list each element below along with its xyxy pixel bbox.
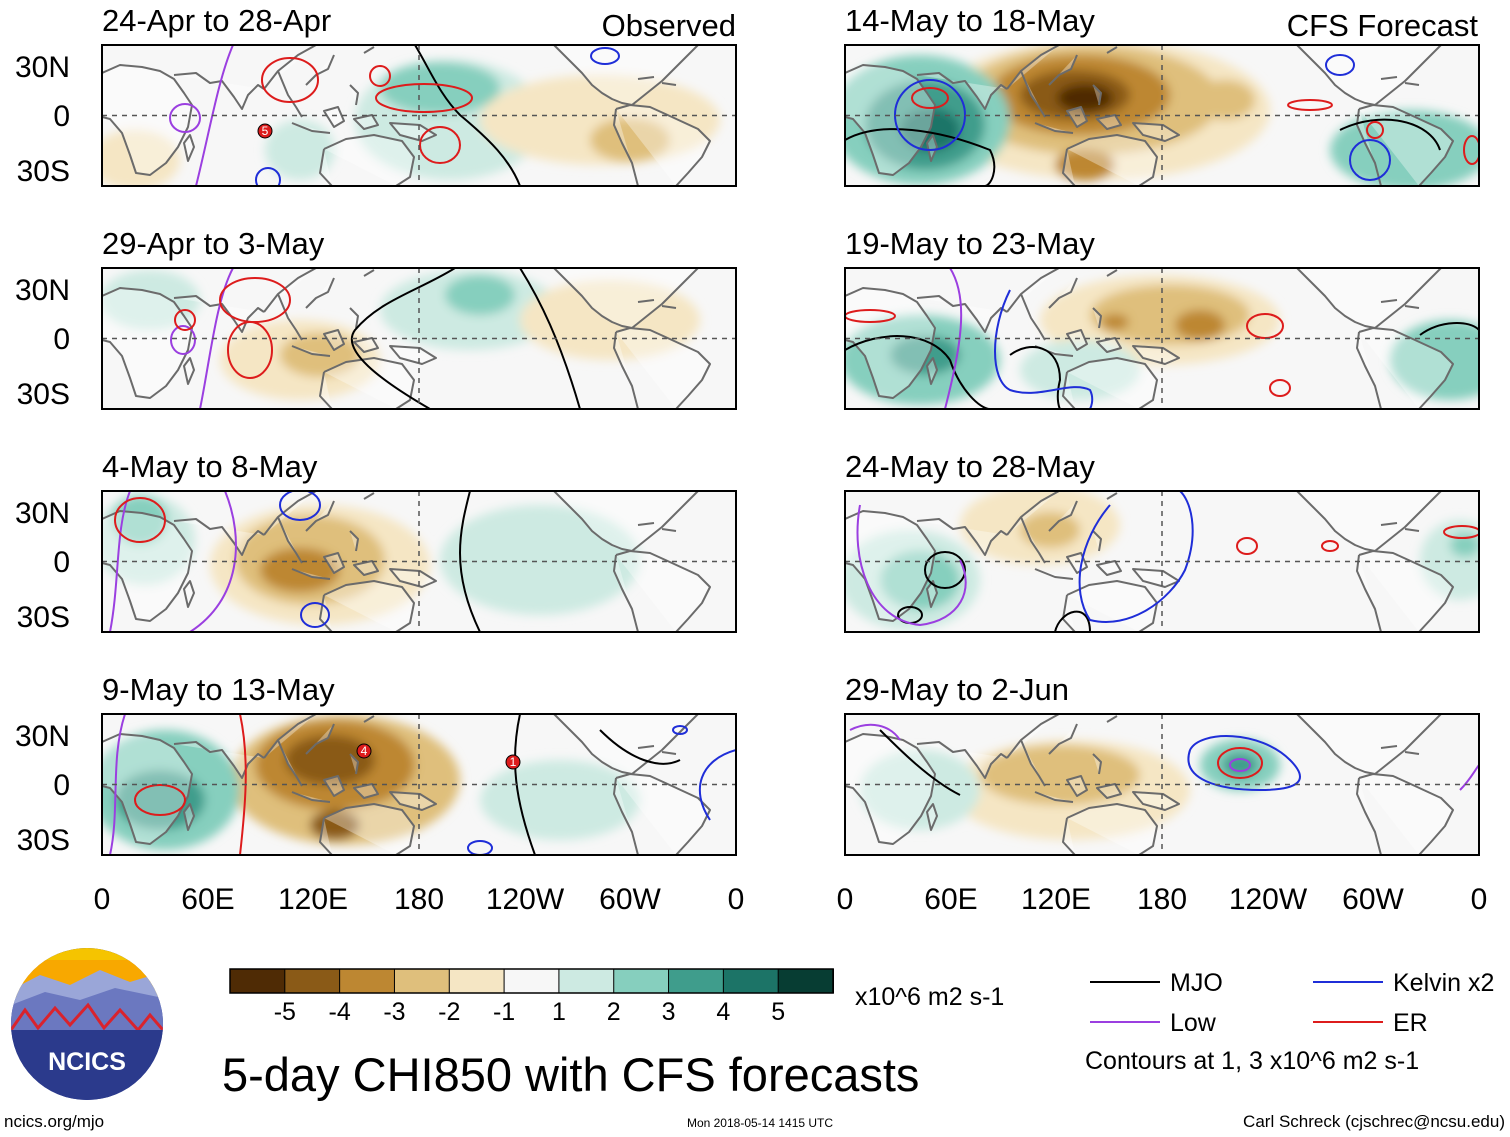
logo-text: NCICS <box>48 1048 126 1076</box>
colorbar-tick-label: -2 <box>438 998 460 1026</box>
colorbar-swatch <box>722 968 780 994</box>
colorbar-tick-label: 1 <box>552 998 566 1026</box>
panel-title: 19-May to 23-May <box>845 226 1095 261</box>
colorbar-swatch <box>393 968 451 994</box>
svg-text:ER: ER <box>1393 1009 1428 1037</box>
svg-text:5: 5 <box>262 124 269 138</box>
storm-marker: 1 <box>505 754 521 770</box>
svg-text:180: 180 <box>394 883 444 916</box>
panel-title: 24-Apr to 28-Apr <box>102 3 331 38</box>
colorbar-tick-label: 5 <box>771 998 785 1026</box>
map-panel-fcst-4: 29-May to 2-Jun <box>844 672 1480 856</box>
svg-text:0: 0 <box>53 323 70 356</box>
panel-title: 9-May to 13-May <box>102 672 335 707</box>
lon-axis-left: 0 60E 120E 180 120W 60W 0 <box>94 883 745 916</box>
colorbar-tick-label: -4 <box>329 998 351 1026</box>
svg-text:4: 4 <box>361 744 368 758</box>
footer-author: Carl Schreck (cjschrec@ncsu.edu) <box>1243 1112 1505 1131</box>
svg-text:0: 0 <box>728 883 745 916</box>
map-panel-obs-1: 24-Apr to 28-Apr <box>15 3 737 188</box>
svg-text:30S: 30S <box>17 601 70 634</box>
svg-text:30S: 30S <box>17 155 70 188</box>
svg-text:180: 180 <box>1137 883 1187 916</box>
main-title: 5-day CHI850 with CFS forecasts <box>222 1048 919 1101</box>
map-panel-fcst-1: 14-May to 18-May <box>844 3 1480 187</box>
svg-text:120W: 120W <box>1229 883 1308 916</box>
panel-title: 29-Apr to 3-May <box>102 226 325 261</box>
svg-text:60E: 60E <box>924 883 977 916</box>
colorbar-units: x10^6 m2 s-1 <box>855 983 1004 1011</box>
ncics-logo: NCICS <box>11 948 163 1100</box>
colorbar-swatch <box>777 968 835 994</box>
panel-title: 4-May to 8-May <box>102 449 318 484</box>
colorbar-swatch <box>613 968 670 994</box>
storm-marker: 5 <box>257 123 273 139</box>
svg-text:30S: 30S <box>17 824 70 857</box>
map-panel-fcst-3: 24-May to 28-May <box>844 449 1480 633</box>
svg-text:0: 0 <box>53 769 70 802</box>
svg-text:MJO: MJO <box>1170 969 1223 997</box>
observed-label: Observed <box>602 8 736 43</box>
svg-text:Kelvin x2: Kelvin x2 <box>1393 969 1494 997</box>
storm-marker: 4 <box>356 743 372 759</box>
legend-item-low: Low <box>1090 1009 1217 1037</box>
colorbar-swatch <box>448 968 506 994</box>
forecast-label: CFS Forecast <box>1287 8 1479 43</box>
colorbar-swatch <box>284 968 341 994</box>
svg-text:120E: 120E <box>278 883 348 916</box>
footer-url: ncics.org/mjo <box>4 1112 104 1131</box>
colorbar-tick-label: -1 <box>493 998 515 1026</box>
svg-text:0: 0 <box>53 100 70 133</box>
colorbar-tick-label: 4 <box>716 998 730 1026</box>
svg-text:Low: Low <box>1170 1009 1217 1037</box>
map-panel-obs-3: 4-May to 8-May 30N <box>15 449 737 634</box>
lon-axis-right: 0 60E 120E 180 120W 60W 0 <box>837 883 1488 916</box>
colorbar-swatch <box>668 968 725 994</box>
colorbar-swatch <box>229 968 286 994</box>
footer-timestamp: Mon 2018-05-14 1415 UTC <box>687 1116 833 1130</box>
contour-note: Contours at 1, 3 x10^6 m2 s-1 <box>1085 1047 1419 1075</box>
svg-text:120W: 120W <box>486 883 565 916</box>
svg-text:30N: 30N <box>15 720 70 753</box>
svg-text:60W: 60W <box>1342 883 1404 916</box>
panel-title: 24-May to 28-May <box>845 449 1095 484</box>
svg-text:30N: 30N <box>15 274 70 307</box>
colorbar-tick-label: 3 <box>662 998 676 1026</box>
svg-text:1: 1 <box>510 755 517 769</box>
svg-text:30S: 30S <box>17 378 70 411</box>
legend: MJO Kelvin x2 Low ER Contours at 1, 3 x1… <box>1085 969 1494 1075</box>
svg-text:30N: 30N <box>15 51 70 84</box>
svg-text:0: 0 <box>837 883 854 916</box>
map-panel-obs-4: 9-May to 13-May <box>15 672 737 857</box>
colorbar-tick-label: -3 <box>383 998 405 1026</box>
panel-title: 14-May to 18-May <box>845 3 1095 38</box>
svg-text:60W: 60W <box>599 883 661 916</box>
legend-item-kelvin: Kelvin x2 <box>1313 969 1494 997</box>
colorbar-tick-label: 2 <box>607 998 621 1026</box>
panel-title: 29-May to 2-Jun <box>845 672 1069 707</box>
colorbar-swatch <box>503 968 560 994</box>
colorbar: -5 -4 -3 -2 -1 1 2 3 4 5 <box>229 968 835 1026</box>
legend-item-er: ER <box>1313 1009 1428 1037</box>
svg-text:0: 0 <box>94 883 111 916</box>
legend-item-mjo: MJO <box>1090 969 1223 997</box>
map-panel-fcst-2: 19-May to 23-May <box>844 226 1480 410</box>
colorbar-tick-label: -5 <box>274 998 296 1026</box>
map-panel-obs-2: 29-Apr to 3-May <box>15 226 737 411</box>
colorbar-swatch <box>558 968 615 994</box>
svg-text:0: 0 <box>1471 883 1488 916</box>
colorbar-swatch <box>339 968 396 994</box>
svg-text:0: 0 <box>53 546 70 579</box>
svg-text:60E: 60E <box>181 883 234 916</box>
svg-text:30N: 30N <box>15 497 70 530</box>
svg-text:120E: 120E <box>1021 883 1091 916</box>
